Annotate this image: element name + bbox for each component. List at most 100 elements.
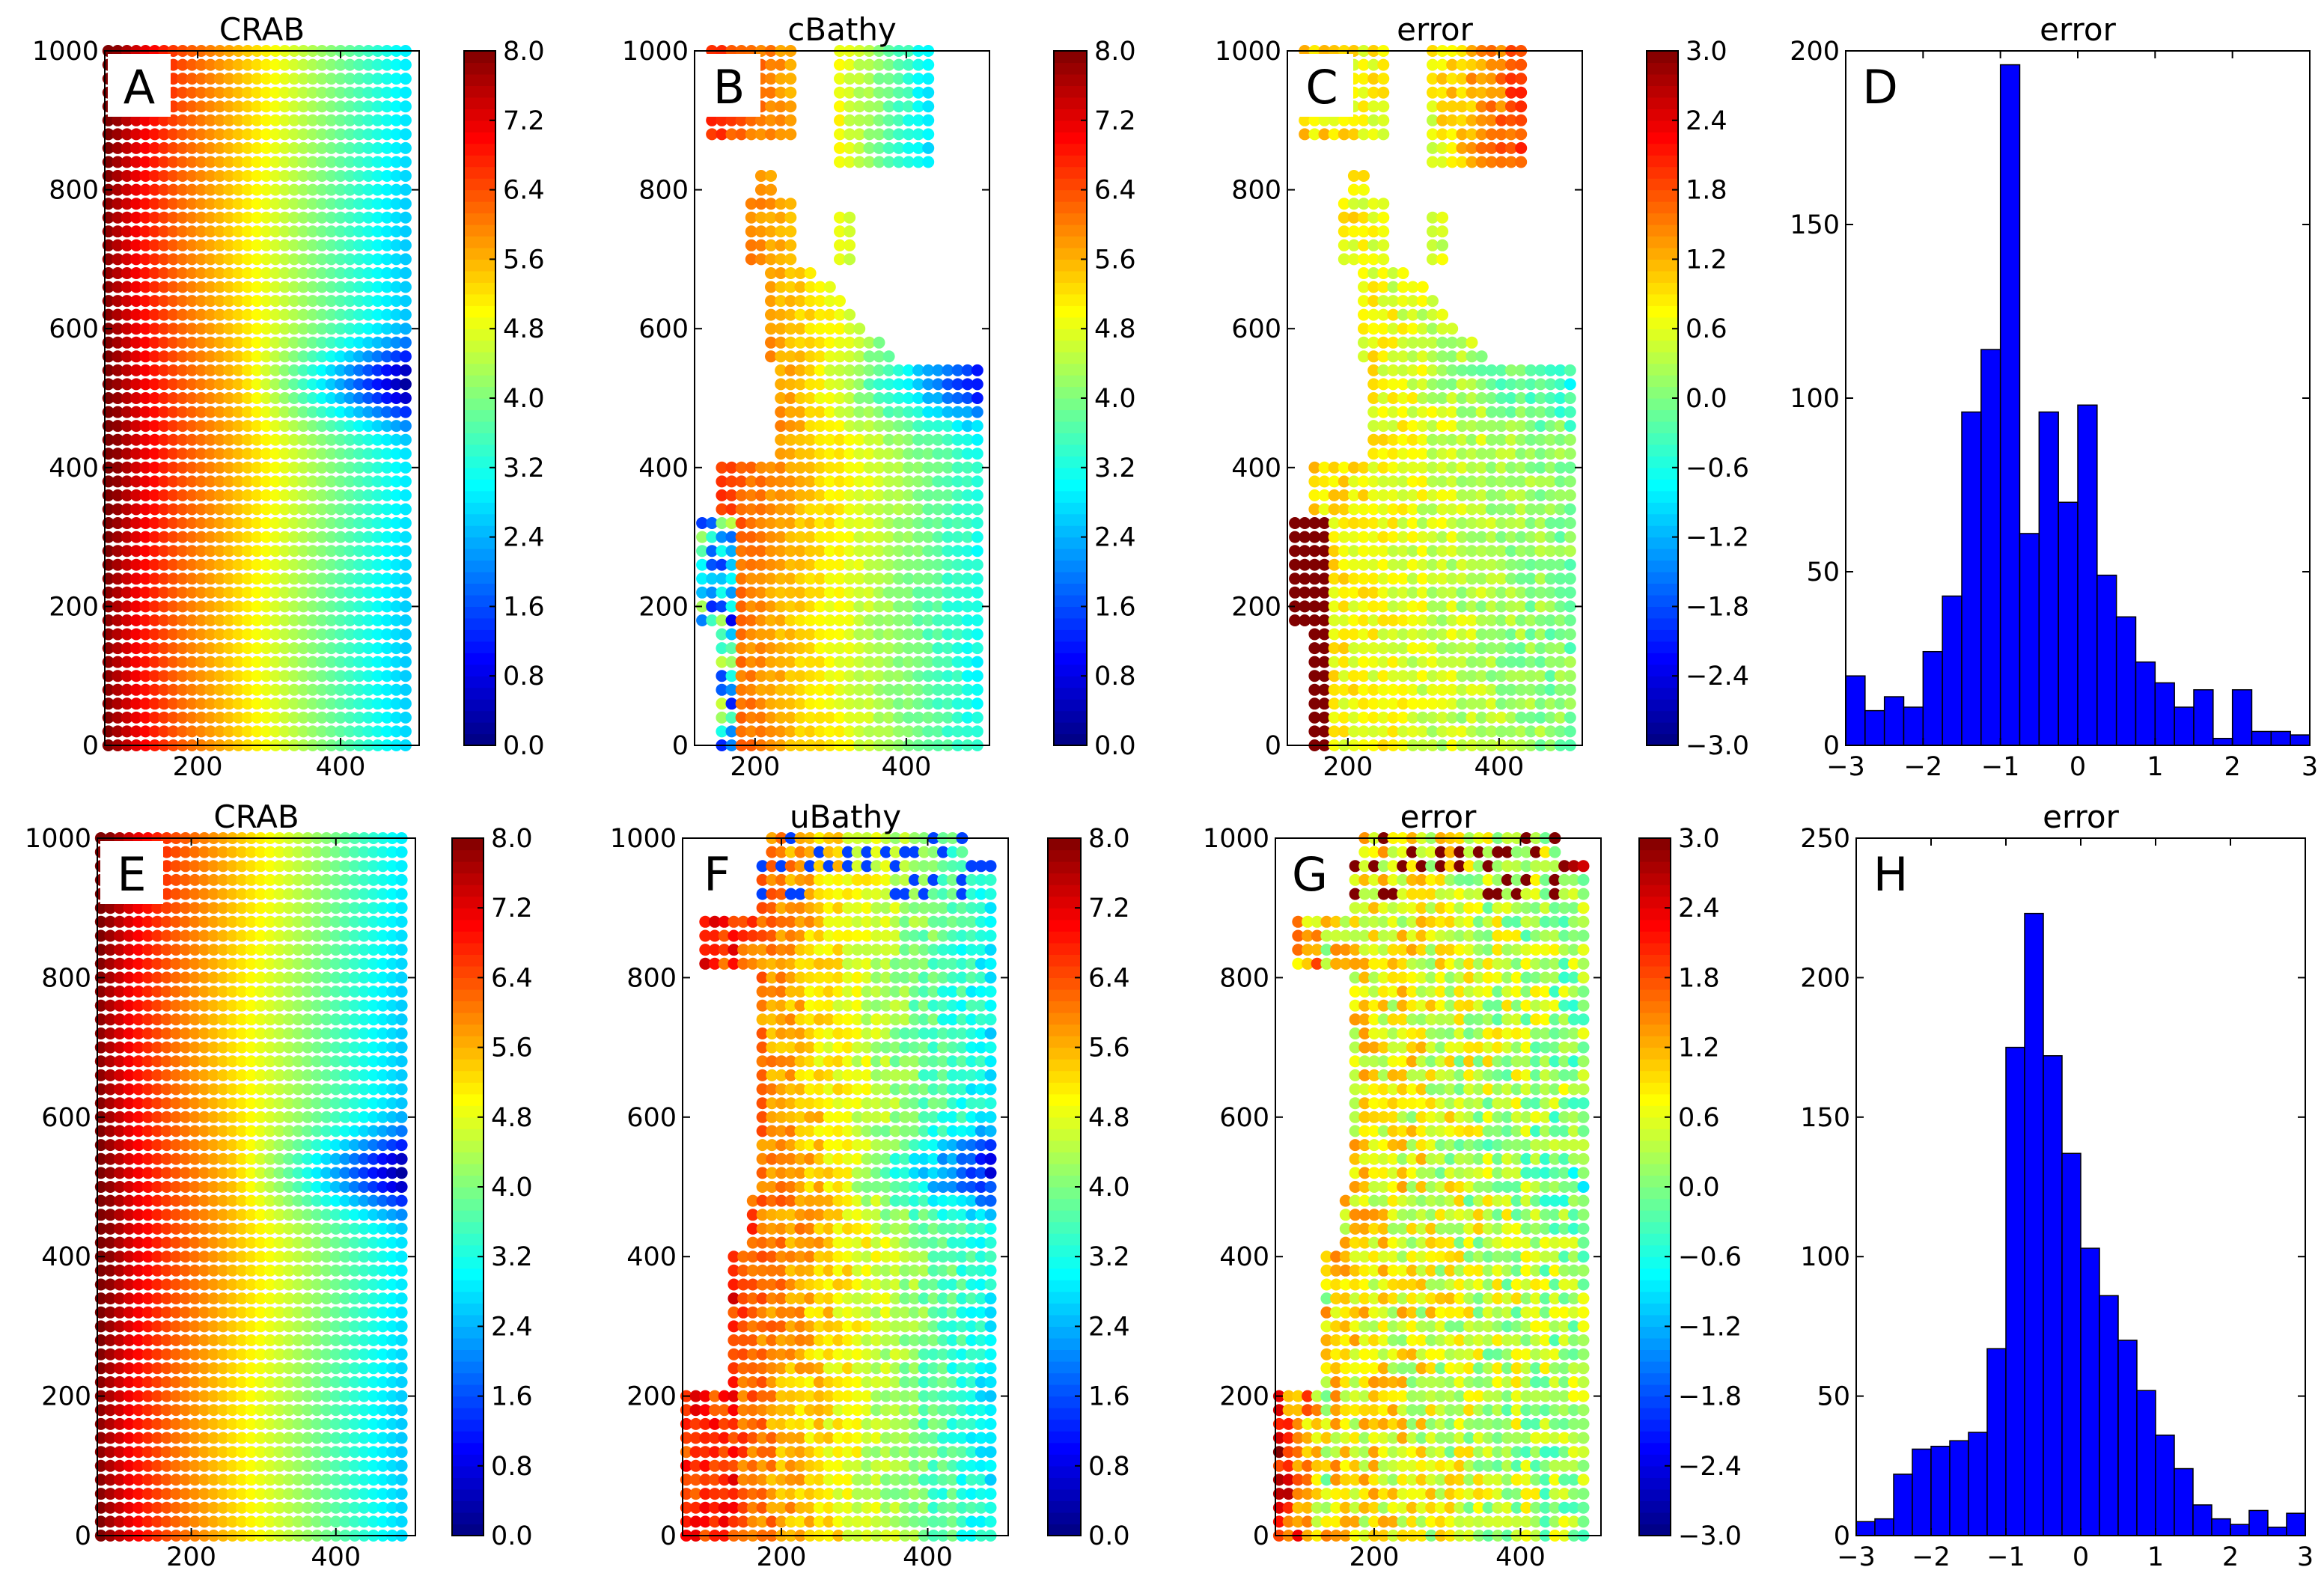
scatter-point [139,211,152,224]
scatter-point [381,503,393,516]
scatter-point [204,461,217,474]
scatter-point [316,336,329,349]
colorbar-segment [464,699,495,712]
scatter-point [325,725,338,738]
scatter-point [399,586,412,599]
scatter-point [390,267,403,279]
scatter-point [325,420,338,433]
scatter-point [112,572,124,585]
scatter-point [362,600,375,613]
scatter-point [399,86,412,99]
scatter-point [922,156,935,168]
scatter-point [353,114,365,126]
colorbar-segment [464,549,495,561]
colorbar-segment [1054,537,1087,549]
scatter-point [121,489,133,501]
scatter-point [251,183,263,196]
scatter-point [325,281,338,293]
scatter-point [213,420,226,433]
scatter-point [139,420,152,433]
scatter-point [130,114,142,126]
scatter-point [381,656,393,668]
scatter-point [213,114,226,126]
scatter-point [1564,600,1576,613]
scatter-point [269,364,282,376]
scatter-point [971,433,983,446]
scatter-point [167,170,180,182]
scatter-point [139,586,152,599]
scatter-point [395,1501,408,1514]
scatter-point [251,697,263,710]
scatter-point [241,128,254,141]
scatter-point [325,225,338,238]
scatter-point [278,364,291,376]
scatter-point [195,253,207,266]
scatter-point [288,586,300,599]
colorbar-tick-label: 0.8 [503,662,545,691]
scatter-point [381,572,393,585]
scatter-point [195,392,207,404]
scatter-point [390,392,403,404]
colorbar-segment [1054,97,1087,109]
scatter-point [204,183,217,196]
scatter-point [353,308,365,321]
scatter-point [158,683,171,696]
scatter-point [251,545,263,558]
scatter-point [195,656,207,668]
scatter-point [971,725,983,738]
scatter-point [177,489,189,501]
colorbar-segment [464,433,495,445]
scatter-point [922,128,935,141]
scatter-point [148,600,161,613]
scatter-point [139,336,152,349]
scatter-point [269,642,282,655]
scatter-point [278,183,291,196]
scatter-point [395,1390,408,1402]
scatter-point [288,267,300,279]
scatter-point [390,378,403,391]
scatter-point [232,141,245,154]
scatter-point [288,545,300,558]
colorbar-segment [1054,282,1087,295]
scatter-point [1564,670,1576,682]
scatter-point [195,295,207,308]
scatter-point [148,225,161,238]
colorbar-segment [464,617,495,630]
colorbar-segment [1647,490,1678,503]
scatter-point [390,558,403,571]
scatter-point [784,73,797,85]
scatter-point [260,198,272,210]
colorbar-segment [464,329,495,341]
scatter-point [390,336,403,349]
scatter-point [177,420,189,433]
scatter-point [195,586,207,599]
scatter-point [344,642,356,655]
scatter-point [195,461,207,474]
hist-bar [1864,709,1885,746]
scatter-point [121,253,133,266]
scatter-point [232,503,245,516]
scatter-point [112,448,124,460]
colorbar-segment [1647,363,1678,376]
scatter-point [167,392,180,404]
scatter-point [251,156,263,168]
scatter-point [1564,517,1576,529]
scatter-point [223,253,236,266]
hist-bar [1980,349,2001,746]
scatter-point [335,531,347,543]
scatter-point [1358,170,1370,182]
scatter-point [390,517,403,529]
scatter-point [381,336,393,349]
scatter-point [158,183,171,196]
scatter-point [325,336,338,349]
colorbar-segment [1647,270,1678,283]
scatter-point [121,378,133,391]
scatter-point [232,392,245,404]
scatter-point [1515,128,1528,141]
scatter-point [177,628,189,641]
colorbar-segment [464,444,495,456]
scatter-point [167,364,180,376]
scatter-point [251,308,263,321]
scatter-point [204,642,217,655]
scatter-point [381,670,393,682]
